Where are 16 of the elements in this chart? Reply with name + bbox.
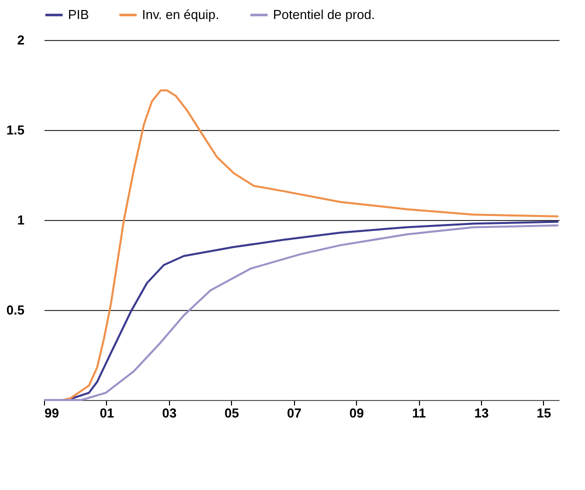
x-tick-label: 05 (224, 406, 240, 420)
x-tick-label: 13 (474, 406, 489, 420)
legend-label: PIB (68, 7, 89, 22)
x-tick-label: 07 (286, 406, 302, 420)
x-tick-label: 15 (536, 406, 552, 420)
y-tick-label: 0.5 (6, 302, 24, 318)
legend-label: Potentiel de prod. (273, 7, 375, 22)
x-tick-label: 03 (162, 406, 177, 420)
x-tick-label: 09 (349, 406, 364, 420)
y-tick-label: 2 (17, 32, 24, 48)
y-tick-label: 1.5 (6, 122, 24, 138)
x-tick-label: 11 (412, 406, 426, 420)
y-tick-label: 1 (17, 212, 24, 228)
legend-label: Inv. en équip. (142, 7, 220, 22)
x-tick-label: 01 (100, 406, 114, 420)
x-tick-label: 99 (44, 406, 59, 420)
